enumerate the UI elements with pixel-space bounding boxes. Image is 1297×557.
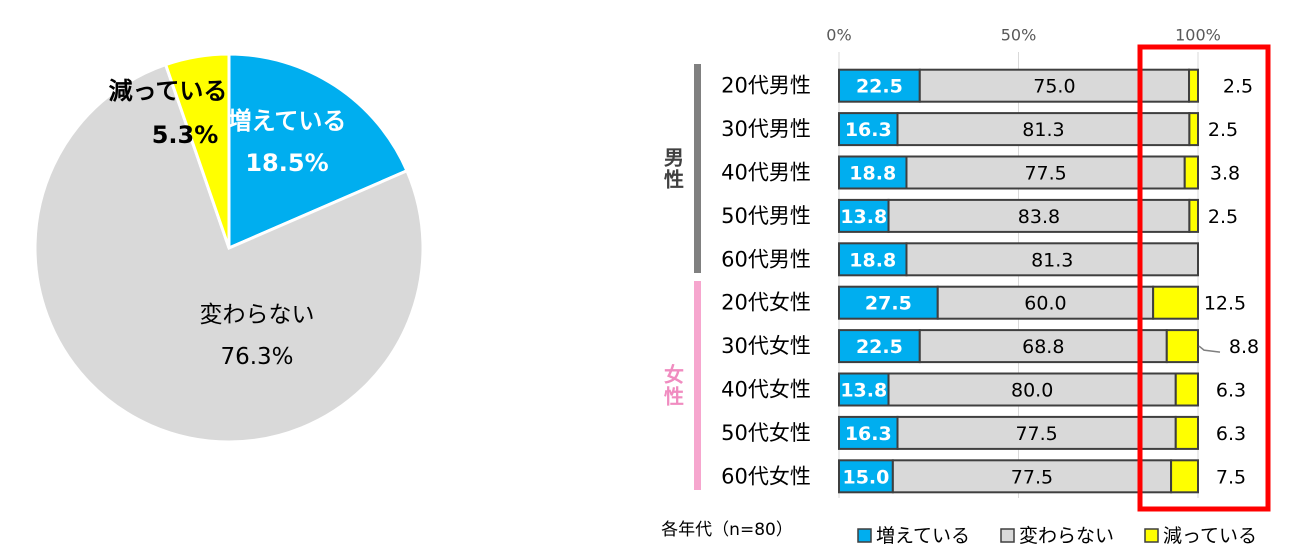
pie-label-increase: 増えている <box>228 107 347 135</box>
pie-slice-decrease <box>163 52 231 249</box>
data-label-decrease: 2.5 <box>1208 119 1238 141</box>
data-label-decrease: 8.8 <box>1229 336 1259 358</box>
bar-segment-increase <box>838 242 908 277</box>
bar-segment-increase <box>838 415 899 450</box>
bar-segment-decrease <box>1183 155 1200 190</box>
category-label: 20代男性 <box>721 74 811 98</box>
bar-segment-increase <box>838 459 894 494</box>
legend-label-decrease: 減っている <box>1163 525 1257 547</box>
category-label: 60代女性 <box>721 464 811 488</box>
data-label-increase: 18.8 <box>849 163 896 185</box>
x-tick-label: 100% <box>1175 26 1221 45</box>
group-label-female-1: 女 <box>664 363 684 387</box>
bar-segment-decrease <box>1170 459 1199 494</box>
data-label-decrease: 6.3 <box>1216 423 1246 445</box>
bar-segment-increase <box>838 372 890 407</box>
category-label: 30代女性 <box>721 334 811 358</box>
bar-segment-decrease <box>1174 415 1199 450</box>
data-label-same: 77.5 <box>1024 163 1066 185</box>
data-label-increase: 27.5 <box>865 293 912 315</box>
data-label-same: 81.3 <box>1022 119 1064 141</box>
data-label-decrease: 2.5 <box>1223 76 1253 98</box>
data-label-decrease: 12.5 <box>1204 293 1246 315</box>
legend-swatch-increase <box>857 528 872 543</box>
data-label-increase: 13.8 <box>840 206 887 228</box>
data-label-same: 77.5 <box>1011 466 1053 488</box>
data-label-same: 75.0 <box>1033 76 1075 98</box>
legend-swatch-decrease <box>1144 528 1159 543</box>
leader-line <box>1198 345 1221 353</box>
group-label-female-2: 性 <box>664 385 684 409</box>
pie-value-decrease: 5.3% <box>152 121 219 149</box>
group-label-male-2: 性 <box>664 168 684 192</box>
data-label-decrease: 6.3 <box>1216 380 1246 402</box>
legend-label-same: 変わらない <box>1019 525 1114 547</box>
legend-label-increase: 増えている <box>876 525 970 547</box>
data-label-increase: 16.3 <box>845 119 892 141</box>
bar-segment-decrease <box>1188 198 1200 233</box>
bar-segment-decrease <box>1188 68 1200 103</box>
category-label: 50代男性 <box>721 204 811 228</box>
data-label-increase: 16.3 <box>845 423 892 445</box>
data-label-increase: 22.5 <box>856 76 903 98</box>
category-label: 50代女性 <box>721 421 811 445</box>
data-label-same: 60.0 <box>1024 293 1066 315</box>
data-label-same: 68.8 <box>1022 336 1064 358</box>
sample-note: 各年代（n=80） <box>661 520 793 540</box>
bar-segment-same <box>936 285 1155 320</box>
bar-segment-decrease <box>1165 329 1199 364</box>
bar-segment-same <box>896 415 1177 450</box>
pie-value-same: 76.3% <box>220 344 293 370</box>
group-label-male-1: 男 <box>664 146 684 170</box>
data-label-decrease: 3.8 <box>1210 163 1240 185</box>
data-label-decrease: 2.5 <box>1208 206 1238 228</box>
category-label: 20代女性 <box>721 291 811 315</box>
data-label-same: 81.3 <box>1031 249 1073 271</box>
group-bar-female <box>694 281 701 490</box>
pie-slice-same <box>33 62 425 444</box>
data-label-same: 80.0 <box>1011 380 1053 402</box>
pie-label-same: 変わらない <box>200 302 315 328</box>
category-label: 40代男性 <box>721 161 811 185</box>
pie-chart: 増えている 18.5% 変わらない 76.3% 減っている 5.3% <box>33 52 425 444</box>
x-tick-label: 0% <box>826 26 851 45</box>
category-label: 40代女性 <box>721 378 811 402</box>
legend-swatch-same <box>1000 528 1015 543</box>
group-bar-male <box>694 64 701 273</box>
data-label-decrease: 7.5 <box>1216 466 1246 488</box>
data-label-same: 83.8 <box>1018 206 1060 228</box>
bar-segment-same <box>887 372 1177 407</box>
category-label: 60代男性 <box>721 247 811 271</box>
category-label: 30代男性 <box>721 117 811 141</box>
data-label-increase: 22.5 <box>856 336 903 358</box>
bar-segment-decrease <box>1188 112 1200 147</box>
pie-value-increase: 18.5% <box>245 149 328 177</box>
data-label-same: 77.5 <box>1015 423 1057 445</box>
bar-segment-increase <box>838 329 921 364</box>
bar-segment-increase <box>838 68 921 103</box>
x-tick-label: 50% <box>1001 26 1037 45</box>
bar-segment-same <box>905 242 1199 277</box>
bar-segment-same <box>918 329 1168 364</box>
data-label-increase: 18.8 <box>849 249 896 271</box>
data-label-increase: 13.8 <box>840 380 887 402</box>
bar-segment-decrease <box>1152 285 1199 320</box>
highlight-box <box>1137 44 1271 512</box>
data-label-increase: 15.0 <box>842 466 889 488</box>
pie-slice-increase <box>227 52 409 251</box>
bar-segment-decrease <box>1174 372 1199 407</box>
pie-label-decrease: 減っている <box>109 77 228 105</box>
